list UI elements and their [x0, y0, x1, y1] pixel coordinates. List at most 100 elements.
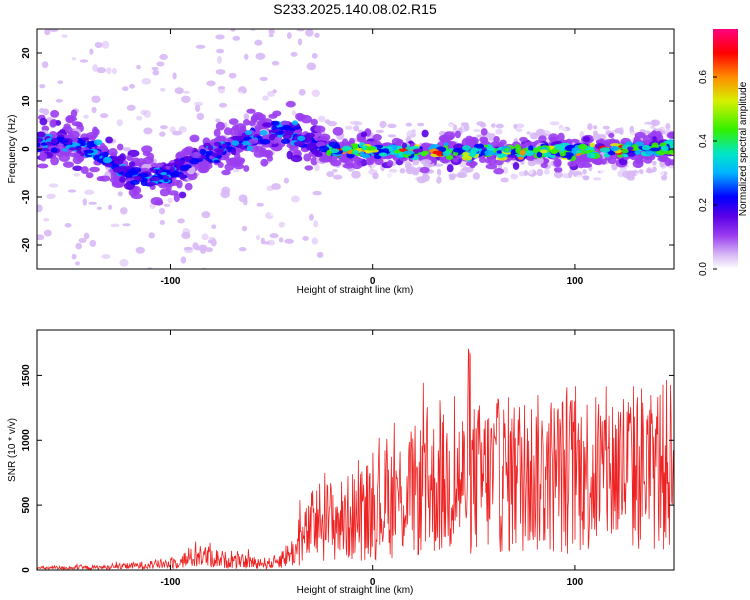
heatmap-blob [238, 194, 248, 203]
heatmap-blob [403, 150, 415, 155]
heatmap-blob [291, 120, 299, 126]
heatmap-blob [259, 138, 271, 145]
heatmap-blob [305, 29, 314, 37]
heatmap-blob [544, 168, 550, 175]
figure-title: S233.2025.140.08.02.R15 [273, 1, 437, 17]
heatmap-blob [268, 33, 274, 38]
heatmap-blob [528, 145, 534, 152]
heatmap-blob [58, 51, 66, 57]
heatmap-blob [665, 123, 671, 130]
heatmap-blob [238, 246, 247, 252]
heatmap-blob [291, 195, 300, 203]
heatmap-blob [236, 91, 245, 100]
heatmap-blob [235, 158, 245, 165]
heatmap-blob [55, 41, 62, 45]
heatmap-blob [559, 127, 567, 133]
heatmap-blob [319, 133, 331, 142]
heatmap-blob [328, 141, 339, 148]
heatmap-blob [39, 152, 48, 160]
heatmap-blob [312, 190, 322, 196]
heatmap-blob [311, 89, 320, 97]
heatmap-blob [626, 170, 636, 179]
colorbar-tick-label: 0.0 [698, 262, 709, 276]
heatmap-blob [305, 132, 316, 138]
heatmap-blob [501, 129, 507, 136]
heatmap-blob [446, 123, 454, 130]
heatmap-blob [184, 182, 193, 191]
heatmap-blob [526, 131, 531, 135]
heatmap-blob [387, 134, 397, 138]
heatmap-blob [555, 158, 562, 167]
heatmap-blob [92, 126, 99, 135]
heatmap-blob [228, 72, 237, 79]
heatmap-blob [290, 154, 303, 163]
heatmap-blob [102, 157, 112, 164]
heatmap-blob [485, 163, 498, 170]
heatmap-ylabel: Frequency (Hz) [7, 115, 18, 184]
heatmap-blob [495, 128, 503, 135]
heatmap-blob [646, 167, 652, 173]
heatmap-blob [387, 123, 397, 129]
heatmap-blob [436, 168, 442, 176]
heatmap-blob [278, 237, 284, 243]
heatmap-blob [524, 141, 536, 147]
heatmap-blob [405, 122, 413, 127]
heatmap-xtick-label: 0 [370, 276, 376, 287]
heatmap-blob [135, 246, 146, 254]
heatmap-blob [473, 128, 481, 133]
heatmap-blob [358, 129, 363, 133]
heatmap-blob [260, 158, 269, 167]
heatmap-blob [333, 174, 343, 180]
heatmap-blob [421, 129, 429, 138]
heatmap-blob [136, 64, 141, 70]
heatmap-blob [226, 157, 238, 166]
heatmap-blob [557, 132, 565, 142]
heatmap-blob [49, 119, 57, 128]
heatmap-blob [266, 185, 274, 191]
heatmap-blob [378, 152, 388, 157]
heatmap-blob [299, 45, 308, 51]
heatmap-blob [83, 114, 89, 119]
heatmap-blob [211, 168, 221, 174]
heatmap-blob [405, 166, 414, 175]
heatmap-blob [60, 24, 69, 28]
heatmap-blob [180, 79, 185, 87]
heatmap-blob [232, 35, 241, 41]
heatmap-blob [163, 203, 171, 207]
heatmap-blob [217, 86, 226, 90]
heatmap-blob [287, 20, 296, 28]
snr-xlabel: Height of straight line (km) [297, 585, 414, 596]
heatmap-blob [230, 216, 238, 221]
heatmap-blob [172, 72, 177, 80]
heatmap-blob [262, 95, 269, 101]
heatmap-blob [271, 183, 282, 190]
heatmap-blob [617, 170, 625, 178]
heatmap-blob [495, 123, 504, 129]
heatmap-blob [213, 141, 222, 147]
heatmap-blob [206, 80, 216, 87]
heatmap-blob [462, 152, 470, 157]
heatmap-blob [351, 161, 363, 170]
heatmap-blob [419, 166, 430, 174]
heatmap-blob [125, 89, 130, 97]
heatmap-blob [256, 202, 264, 207]
heatmap-blob [362, 153, 371, 159]
heatmap-blob [269, 208, 276, 217]
heatmap-blob [372, 133, 382, 141]
heatmap-blob [248, 138, 259, 144]
heatmap-blob [59, 129, 66, 133]
heatmap-blob [159, 53, 168, 61]
heatmap-blob [119, 176, 127, 183]
heatmap-blob [629, 125, 635, 134]
heatmap-blob [43, 217, 50, 222]
heatmap-blob [536, 168, 544, 177]
snr-x-ticks: -100 0 100 [160, 330, 584, 588]
heatmap-blob [300, 114, 312, 124]
heatmap-blob [303, 153, 312, 162]
heatmap-blob [268, 113, 278, 119]
heatmap-blob [150, 196, 163, 206]
heatmap-blob [642, 123, 651, 128]
heatmap-blob [599, 147, 611, 153]
heatmap-blob [138, 172, 149, 178]
heatmap-blob [205, 247, 214, 253]
